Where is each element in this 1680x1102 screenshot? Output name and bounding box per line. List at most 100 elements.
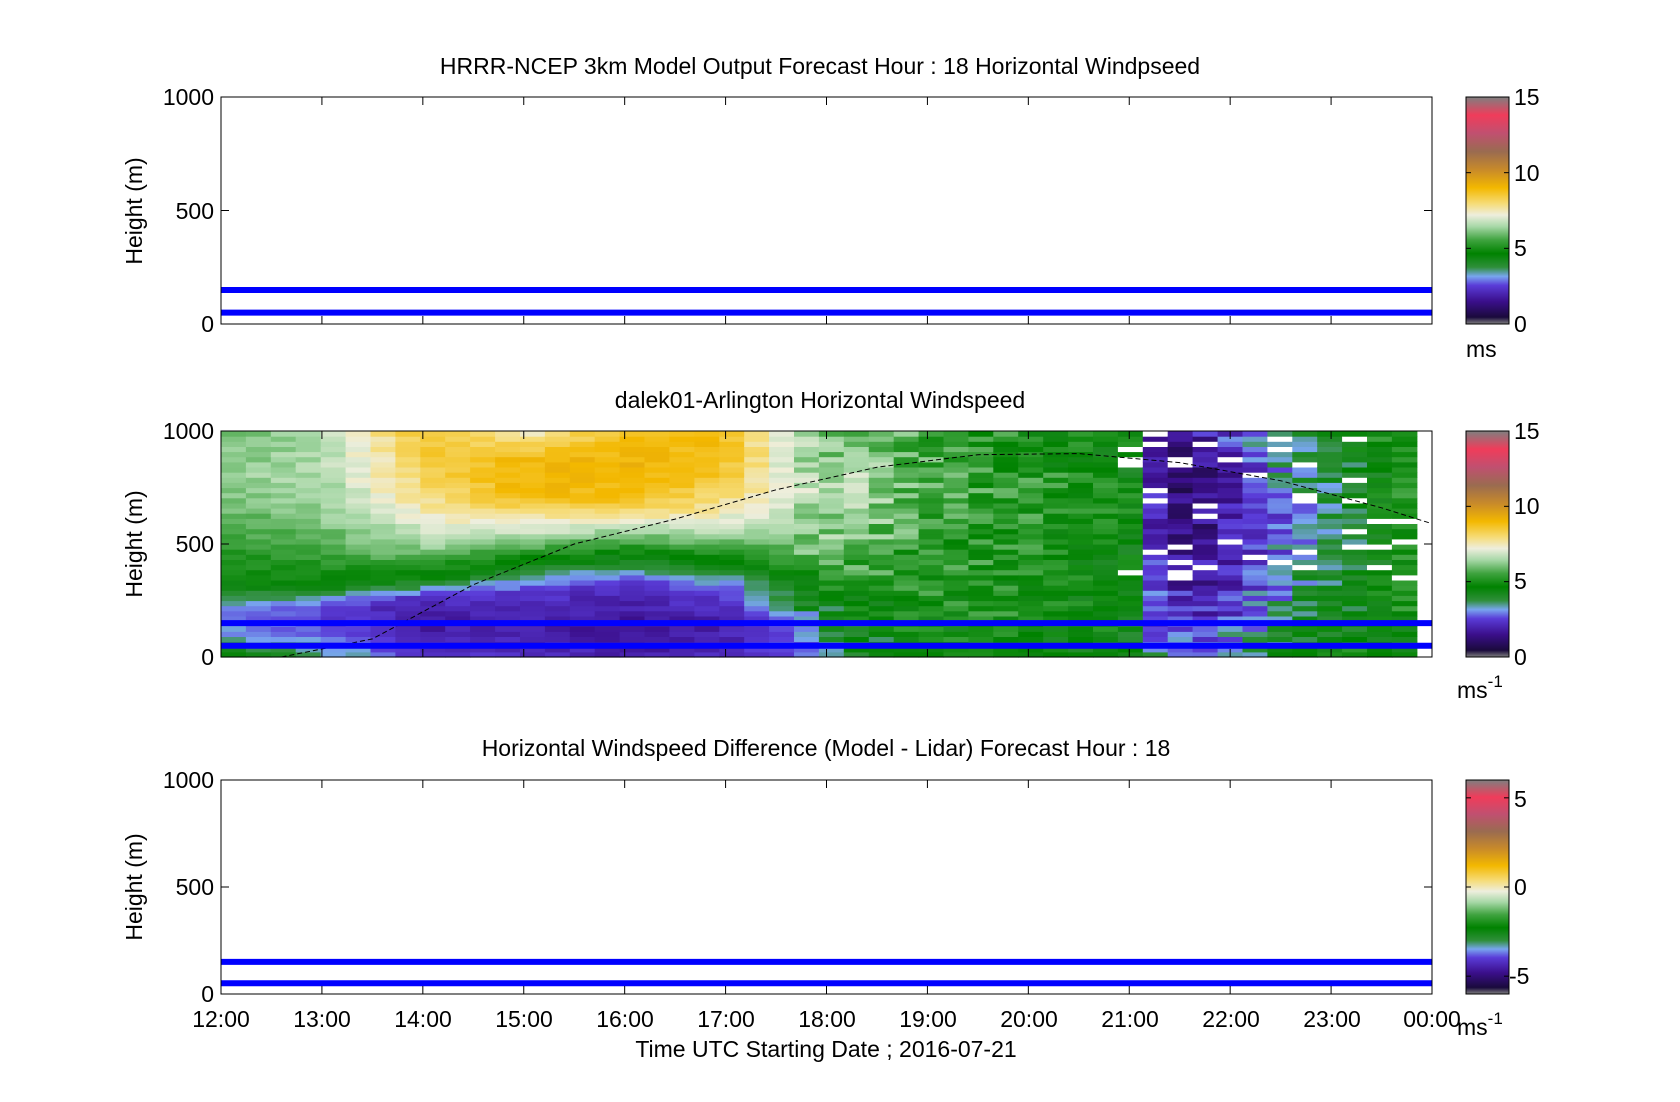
heatmap-cell — [1317, 544, 1343, 550]
heatmap-cell — [395, 441, 421, 447]
heatmap-cell — [1018, 513, 1044, 519]
heatmap-cell — [520, 508, 546, 514]
heatmap-cell — [520, 564, 546, 571]
heatmap-cell — [1391, 456, 1418, 463]
heatmap-cell — [245, 482, 272, 489]
heatmap-cell — [868, 528, 895, 535]
heatmap-cell — [669, 636, 695, 643]
heatmap-cell — [1192, 595, 1219, 602]
heatmap-cell — [594, 497, 621, 504]
heatmap-cell — [1242, 451, 1268, 458]
heatmap-cell — [644, 554, 670, 560]
heatmap-cell — [644, 651, 670, 658]
heatmap-cell — [245, 477, 272, 483]
heatmap-cell — [1192, 590, 1219, 596]
heatmap-cell — [1018, 446, 1044, 453]
heatmap-cell — [769, 646, 795, 653]
heatmap-cell — [619, 518, 646, 524]
heatmap-cell — [1043, 456, 1069, 463]
heatmap-cell — [943, 549, 969, 555]
heatmap-cell — [1068, 513, 1094, 519]
heatmap-cell — [644, 472, 670, 478]
heatmap-cell — [270, 472, 297, 478]
heatmap-cell — [1342, 472, 1368, 478]
heatmap-cell — [544, 523, 571, 530]
panel-model-colorbar-tick-15: 15 — [1514, 84, 1540, 110]
heatmap-cell — [1142, 549, 1169, 555]
heatmap-cell — [644, 574, 670, 581]
heatmap-cell — [1367, 631, 1393, 637]
heatmap-cell — [669, 482, 695, 489]
heatmap-cell — [893, 549, 920, 555]
heatmap-cell — [1292, 482, 1318, 489]
heatmap-cell — [669, 600, 695, 607]
heatmap-cell — [1267, 472, 1293, 478]
heatmap-cell — [221, 492, 247, 499]
heatmap-cell — [520, 569, 546, 576]
heatmap-cell — [744, 580, 770, 586]
heatmap-cell — [1317, 585, 1343, 591]
heatmap-cell — [1317, 513, 1343, 519]
heatmap-cell — [794, 549, 820, 555]
heatmap-cell — [544, 482, 571, 489]
heatmap-cell — [221, 605, 247, 612]
heatmap-cell — [893, 451, 920, 458]
heatmap-cell — [1068, 564, 1094, 571]
heatmap-cell — [619, 600, 646, 607]
heatmap-cell — [1093, 626, 1119, 632]
heatmap-cell — [594, 487, 621, 494]
heatmap-cell — [420, 436, 446, 442]
heatmap-cell — [1192, 497, 1219, 504]
heatmap-cell — [843, 610, 870, 617]
heatmap-cell — [1292, 523, 1318, 530]
panel-lidar: dalek01-Arlington Horizontal Windspeed 1… — [121, 387, 1540, 703]
heatmap-cell — [644, 549, 670, 555]
heatmap-cell — [1043, 518, 1069, 524]
heatmap-cell — [1093, 492, 1119, 499]
heatmap-cell — [794, 487, 820, 494]
xtick-label-23: 23:00 — [1303, 1006, 1361, 1032]
heatmap-cell — [395, 651, 421, 658]
heatmap-cell — [1093, 605, 1119, 612]
heatmap-cell — [818, 451, 845, 458]
heatmap-cell — [221, 651, 247, 658]
heatmap-cell — [1068, 585, 1094, 591]
heatmap-cell — [1292, 487, 1318, 494]
heatmap-cell — [918, 513, 945, 519]
heatmap-cell — [370, 615, 396, 622]
heatmap-cell — [843, 554, 870, 560]
heatmap-cell — [445, 431, 471, 437]
heatmap-cell — [295, 569, 322, 576]
heatmap-cell — [719, 595, 745, 602]
heatmap-cell — [221, 477, 247, 483]
heatmap-cell — [221, 523, 247, 530]
heatmap-cell — [1242, 569, 1268, 576]
heatmap-cell — [1367, 564, 1393, 571]
heatmap-cell — [1317, 533, 1343, 540]
heatmap-cell — [943, 631, 969, 637]
heatmap-cell — [968, 502, 994, 509]
heatmap-cell — [569, 549, 596, 555]
heatmap-cell — [320, 559, 347, 566]
heatmap-cell — [619, 446, 646, 453]
heatmap-cell — [569, 590, 596, 596]
heatmap-cell — [1367, 610, 1393, 617]
heatmap-cell — [1267, 569, 1293, 576]
heatmap-cell — [569, 554, 596, 560]
heatmap-cell — [1018, 538, 1044, 545]
heatmap-cell — [669, 549, 695, 555]
heatmap-cell — [520, 554, 546, 560]
heatmap-cell — [968, 646, 994, 653]
heatmap-cell — [993, 615, 1019, 622]
heatmap-cell — [943, 590, 969, 596]
heatmap-cell — [1342, 451, 1368, 458]
heatmap-cell — [943, 513, 969, 519]
heatmap-cell — [370, 580, 396, 586]
heatmap-cell — [694, 472, 720, 478]
heatmap-cell — [470, 431, 496, 437]
heatmap-cell — [1018, 646, 1044, 653]
heatmap-cell — [1292, 467, 1318, 473]
heatmap-cell — [270, 651, 297, 658]
heatmap-cell — [270, 631, 297, 637]
heatmap-cell — [794, 610, 820, 617]
